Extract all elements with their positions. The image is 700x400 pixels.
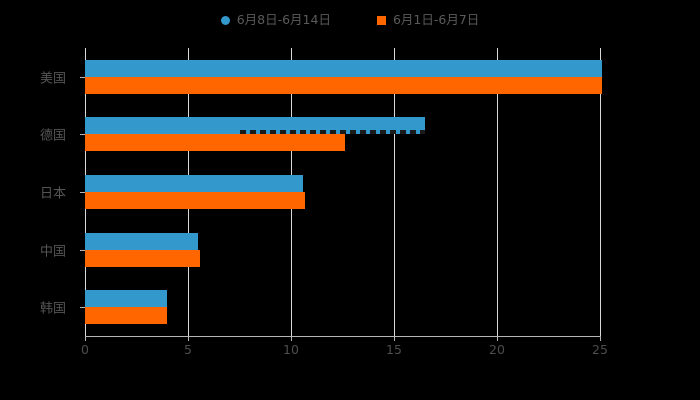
x-tick-label-0: 0 (81, 342, 89, 357)
x-tick-mark-10 (291, 336, 292, 341)
bar-中国-series-1[interactable] (85, 249, 201, 267)
x-tick-mark-25 (600, 336, 601, 341)
x-tick-mark-20 (497, 336, 498, 341)
x-tick-label-10: 10 (283, 342, 299, 357)
legend-label-series-0: 6月8日-6月14日 (236, 11, 331, 27)
bar-美国-series-1[interactable] (85, 76, 603, 94)
x-tick-mark-15 (394, 336, 395, 341)
bar-德国-series-1[interactable] (85, 134, 345, 152)
x-tick-label-15: 15 (386, 342, 402, 357)
bar-中国-series-0[interactable] (85, 232, 199, 250)
bar-overlay-artifact (239, 130, 425, 135)
y-axis-category-label-3: 中国 (39, 244, 66, 260)
gridline-x-15 (394, 48, 395, 336)
x-tick-mark-0 (85, 336, 86, 341)
y-axis-category-label-4: 韩国 (39, 301, 66, 317)
y-axis-category-label-2: 日本 (39, 186, 66, 202)
bar-韩国-series-1[interactable] (85, 307, 168, 325)
y-axis-category-label-1: 德国 (39, 128, 66, 144)
x-tick-mark-5 (188, 336, 189, 341)
y-tick-mark-4 (80, 307, 85, 309)
gridline-x-20 (497, 48, 498, 336)
legend-marker-circle-icon (220, 15, 230, 25)
x-axis-line (85, 336, 601, 337)
chart-legend: 6月8日-6月14日 6月1日-6月7日 (0, 8, 700, 32)
bar-日本-series-1[interactable] (85, 192, 306, 209)
gridline-x-25 (600, 48, 601, 336)
bar-德国-series-0[interactable] (85, 117, 425, 135)
x-tick-label-20: 20 (489, 342, 505, 357)
legend-label-series-1: 6月1日-6月7日 (392, 11, 480, 27)
legend-item-series-1[interactable]: 6月1日-6月7日 (376, 11, 480, 27)
y-axis-category-label-0: 美国 (39, 71, 66, 87)
y-tick-mark-1 (80, 134, 85, 136)
y-tick-mark-0 (80, 76, 85, 78)
legend-item-series-0[interactable]: 6月8日-6月14日 (220, 11, 331, 27)
bar-日本-series-0[interactable] (85, 175, 304, 192)
bar-韩国-series-0[interactable] (85, 290, 168, 308)
bar-美国-series-0[interactable] (85, 59, 603, 77)
y-tick-mark-2 (80, 192, 85, 193)
x-tick-label-5: 5 (184, 342, 192, 357)
y-tick-mark-3 (80, 249, 85, 251)
plot-area (85, 48, 603, 336)
x-tick-label-25: 25 (592, 342, 608, 357)
legend-marker-square-icon (376, 15, 386, 25)
